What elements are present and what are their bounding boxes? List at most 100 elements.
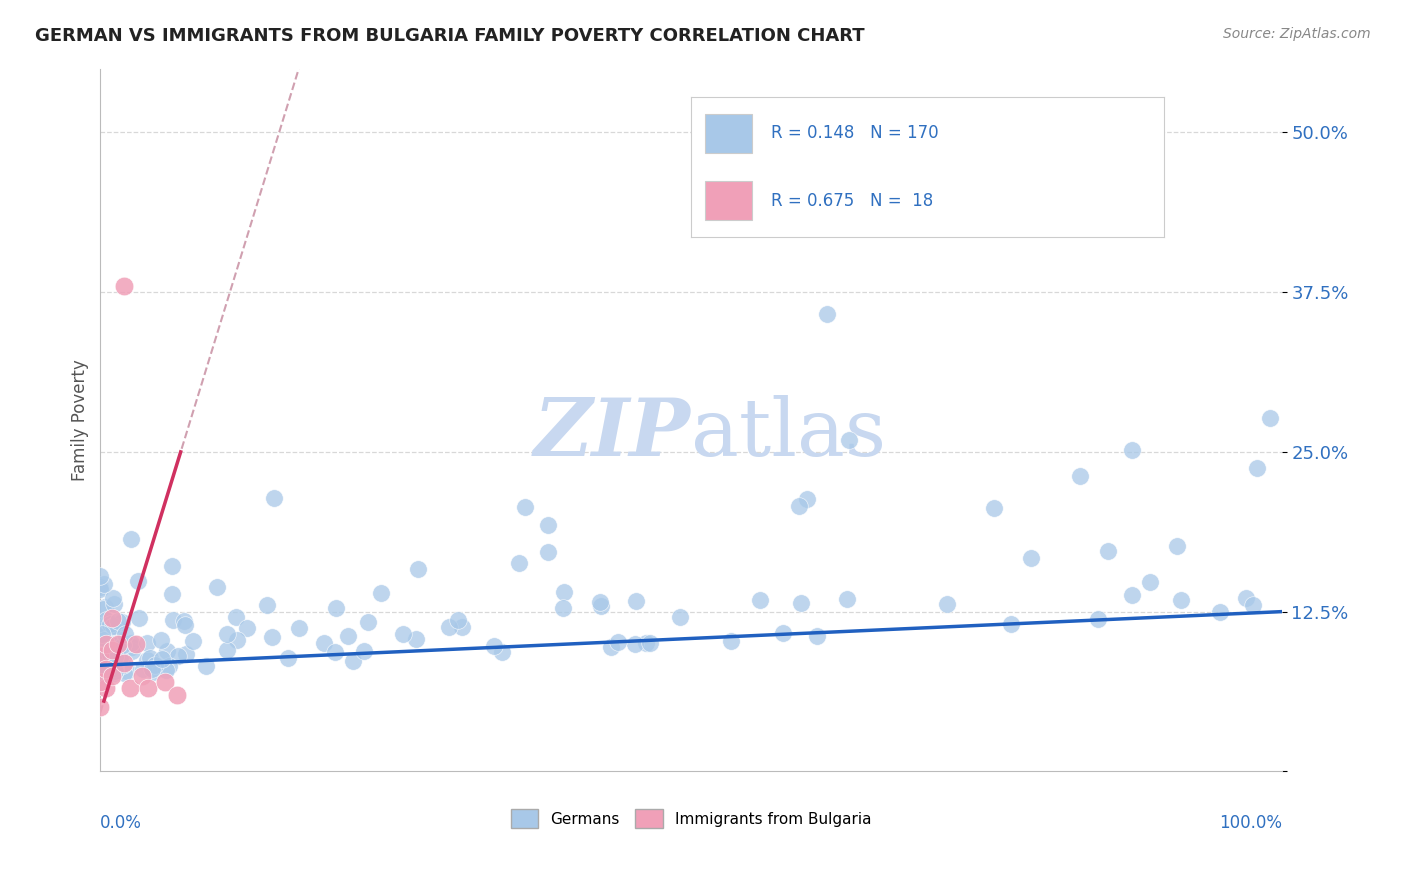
Point	[89, 661, 111, 675]
Point	[323, 645, 346, 659]
Point	[93, 599, 115, 614]
Point	[1258, 411, 1281, 425]
Point	[451, 619, 474, 633]
Point	[94, 664, 117, 678]
Point	[277, 650, 299, 665]
Point	[551, 601, 574, 615]
Point	[96, 662, 118, 676]
Text: ZIP: ZIP	[534, 395, 690, 473]
Point	[508, 556, 530, 570]
Point	[815, 306, 838, 320]
Point	[112, 665, 135, 680]
Point	[1170, 593, 1192, 607]
Point	[838, 434, 860, 448]
Point	[118, 681, 141, 696]
Point	[98, 648, 121, 662]
Point	[105, 620, 128, 634]
Point	[439, 620, 461, 634]
Point	[1246, 461, 1268, 475]
Point	[806, 629, 828, 643]
Point	[110, 652, 132, 666]
Point	[1209, 605, 1232, 619]
Point	[796, 492, 818, 507]
Point	[167, 649, 190, 664]
Point	[174, 617, 197, 632]
Text: 0.0%: 0.0%	[100, 814, 142, 831]
Point	[90, 644, 112, 658]
Point	[90, 663, 112, 677]
Point	[336, 629, 359, 643]
Point	[288, 621, 311, 635]
Point	[166, 688, 188, 702]
Point	[482, 639, 505, 653]
Point	[156, 643, 179, 657]
Point	[90, 638, 112, 652]
Point	[215, 627, 238, 641]
Point	[89, 674, 111, 689]
Point	[112, 278, 135, 293]
Point	[112, 638, 135, 652]
Point	[89, 582, 111, 597]
Point	[537, 518, 560, 533]
Point	[900, 206, 922, 220]
Point	[353, 644, 375, 658]
Point	[104, 661, 127, 675]
Point	[132, 662, 155, 676]
Point	[89, 637, 111, 651]
Point	[1234, 591, 1257, 606]
Point	[90, 637, 112, 651]
Point	[104, 648, 127, 662]
Point	[1121, 443, 1143, 458]
Point	[669, 610, 692, 624]
Point	[93, 662, 115, 676]
Point	[103, 665, 125, 680]
Point	[89, 665, 111, 679]
Point	[90, 656, 112, 670]
Y-axis label: Family Poverty: Family Poverty	[72, 359, 89, 481]
Point	[89, 649, 111, 664]
Point	[121, 532, 143, 546]
Point	[97, 616, 120, 631]
Point	[790, 596, 813, 610]
Point	[636, 636, 658, 650]
Point	[405, 632, 427, 646]
Point	[94, 665, 117, 679]
Point	[125, 636, 148, 650]
Point	[101, 643, 124, 657]
Point	[89, 664, 111, 678]
Point	[772, 625, 794, 640]
Point	[93, 661, 115, 675]
Point	[107, 614, 129, 628]
Point	[128, 611, 150, 625]
Point	[342, 654, 364, 668]
Point	[90, 657, 112, 672]
Point	[1087, 612, 1109, 626]
Point	[1000, 616, 1022, 631]
Point	[97, 623, 120, 637]
Point	[142, 665, 165, 680]
Point	[90, 624, 112, 639]
Point	[96, 636, 118, 650]
Point	[100, 642, 122, 657]
Point	[141, 662, 163, 676]
Point	[94, 635, 117, 649]
Point	[104, 664, 127, 678]
Point	[260, 631, 283, 645]
Point	[93, 602, 115, 616]
Point	[114, 627, 136, 641]
Point	[447, 613, 470, 627]
Point	[89, 667, 111, 681]
Point	[1069, 469, 1091, 483]
Point	[162, 586, 184, 600]
Point	[101, 591, 124, 605]
Point	[101, 611, 124, 625]
Point	[408, 562, 430, 576]
Point	[93, 660, 115, 674]
Point	[1139, 575, 1161, 590]
Point	[226, 632, 249, 647]
Point	[357, 615, 380, 629]
Point	[108, 651, 131, 665]
Point	[638, 635, 661, 649]
Point	[120, 635, 142, 649]
Point	[256, 598, 278, 612]
